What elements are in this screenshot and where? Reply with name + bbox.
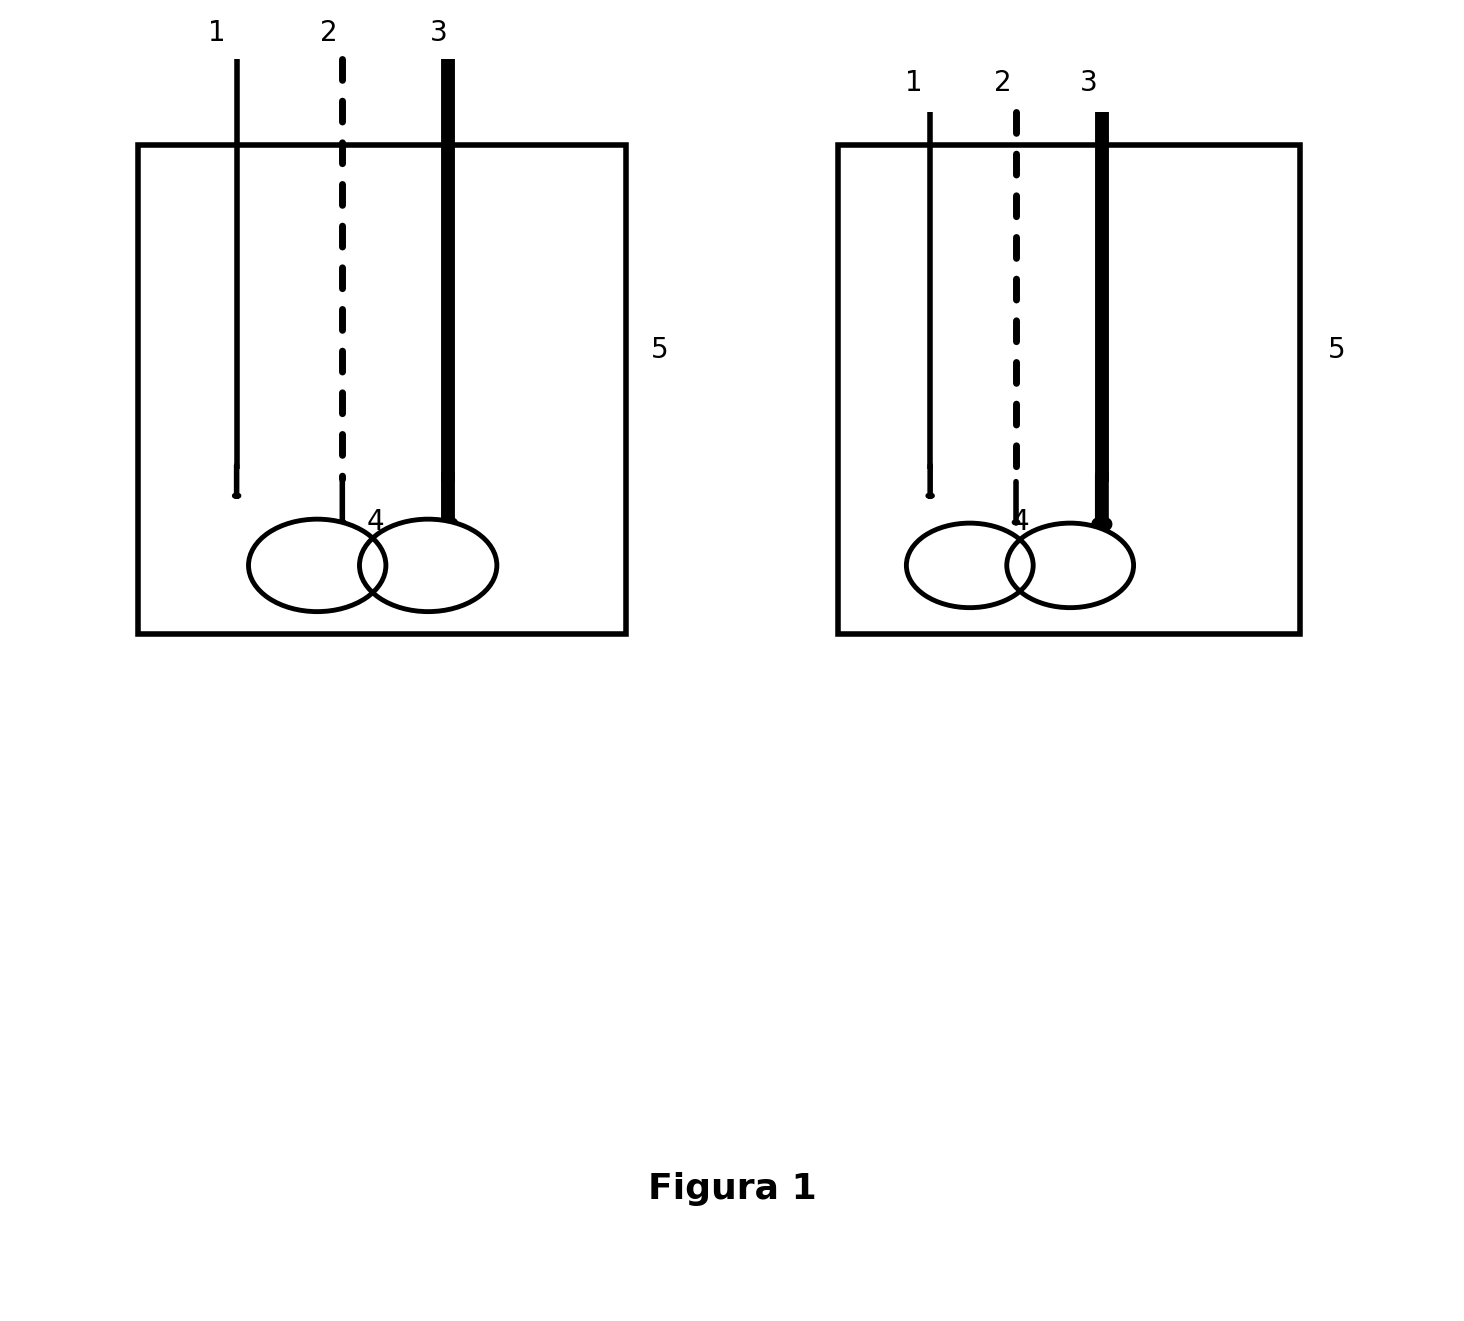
Text: 2: 2: [994, 69, 1012, 98]
Text: 3: 3: [430, 18, 448, 48]
Text: 1: 1: [906, 69, 924, 98]
Text: 2: 2: [321, 18, 338, 48]
Bar: [138, 145, 627, 634]
Text: 5: 5: [1328, 336, 1345, 365]
Text: 5: 5: [650, 336, 668, 365]
Ellipse shape: [360, 519, 496, 612]
Text: 1: 1: [208, 18, 225, 48]
Text: 4: 4: [366, 507, 384, 536]
Ellipse shape: [249, 519, 386, 612]
Text: 3: 3: [1080, 69, 1098, 98]
Bar: [837, 145, 1300, 634]
Ellipse shape: [1007, 523, 1133, 608]
Ellipse shape: [906, 523, 1034, 608]
Text: 4: 4: [1012, 507, 1029, 536]
Text: Figura 1: Figura 1: [647, 1172, 817, 1206]
